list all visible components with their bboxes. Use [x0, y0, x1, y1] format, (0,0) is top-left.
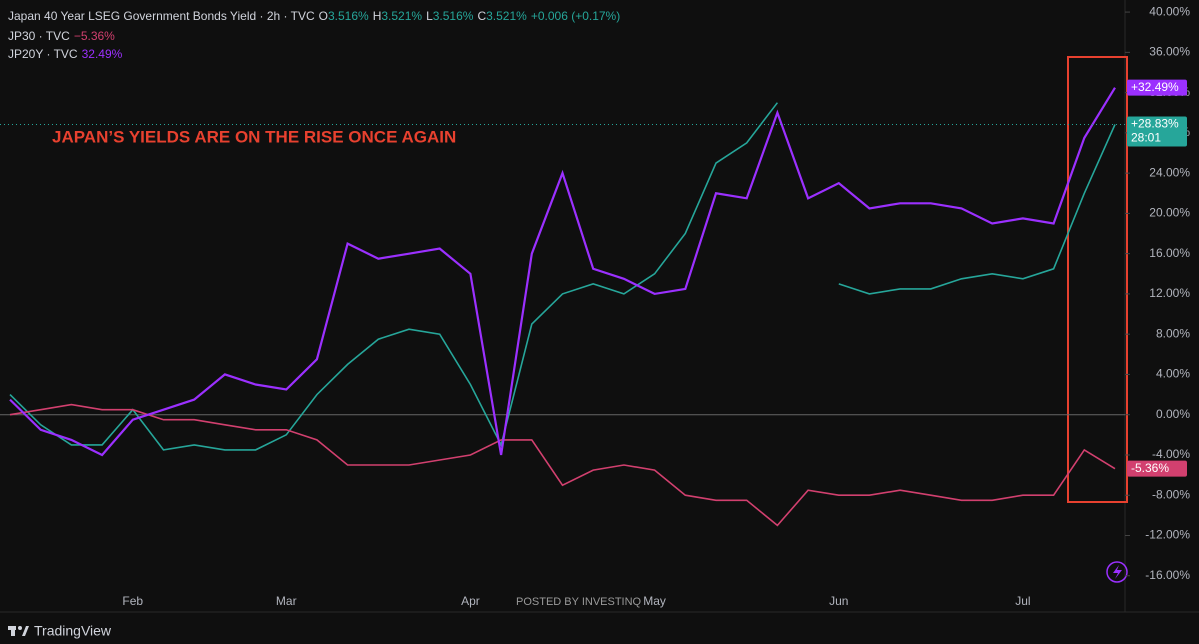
ohlc-label: L [426, 9, 433, 23]
y-tick-label: 0.00% [1156, 407, 1190, 421]
y-tick-label: -16.00% [1145, 568, 1190, 582]
ohlc-label: C [477, 9, 486, 23]
legend-name: JP20Y · TVC [8, 47, 78, 61]
y-tick-label: -12.00% [1145, 528, 1190, 542]
series-line [9, 102, 779, 451]
x-tick-label: Jun [829, 594, 848, 608]
legend: JP20Y · TVC 32.49% [8, 47, 123, 61]
y-tick-label: 24.00% [1149, 165, 1190, 179]
y-tick-label: 8.00% [1156, 326, 1190, 340]
highlight-box [1067, 56, 1128, 503]
legend-value: −5.36% [74, 29, 115, 43]
series-line [9, 403, 1116, 527]
price-tag [1127, 460, 1187, 477]
series-line [9, 87, 1116, 457]
ohlc-value: 3.521% [381, 9, 422, 23]
brand-logo [8, 626, 29, 636]
price-tag [1127, 116, 1187, 147]
y-tick-label: 40.00% [1149, 4, 1190, 18]
watermark: POSTED BY INVESTINQ [516, 596, 642, 608]
plot [0, 87, 1125, 527]
countdown: 28:01 [1131, 131, 1161, 145]
legend-name: Japan 40 Year LSEG Government Bonds Yiel… [8, 9, 315, 23]
x-tick-label: Mar [276, 594, 297, 608]
price-tag-label: -5.36% [1131, 461, 1169, 475]
ohlc-label: O [319, 9, 328, 23]
brand: TradingView [34, 623, 112, 639]
y-tick-label: 16.00% [1149, 246, 1190, 260]
legend-name: JP30 · TVC [8, 29, 70, 43]
legend: Japan 40 Year LSEG Government Bonds Yiel… [8, 9, 620, 23]
change: +0.006 (+0.17%) [531, 9, 620, 23]
ohlc-value: 3.521% [486, 9, 527, 23]
ohlc-value: 3.516% [433, 9, 474, 23]
legend: JP30 · TVC −5.36% [8, 29, 115, 43]
price-tag [1127, 79, 1187, 96]
x-tick-label: Apr [461, 594, 480, 608]
y-tick-label: 4.00% [1156, 367, 1190, 381]
icon[interactable] [1106, 561, 1128, 583]
price-tag-label: +28.83% [1131, 117, 1179, 131]
x-tick-label: Feb [122, 594, 143, 608]
price-tag-label: +32.49% [1131, 80, 1179, 94]
x-tick-label: Jul [1015, 594, 1030, 608]
y-tick-label: -8.00% [1152, 487, 1190, 501]
y-tick-label: 20.00% [1149, 206, 1190, 220]
series-line [838, 124, 1116, 295]
legend-value: 32.49% [82, 47, 123, 61]
annotation: JAPAN’S YIELDS ARE ON THE RISE ONCE AGAI… [52, 127, 456, 146]
x-tick-label: May [643, 594, 666, 608]
y-tick-label: 12.00% [1149, 286, 1190, 300]
icon [1113, 565, 1122, 579]
y-tick-label: -4.00% [1152, 447, 1190, 461]
y-tick-label: 36.00% [1149, 45, 1190, 59]
ohlc-value: 3.516% [328, 9, 369, 23]
ohlc-label: H [373, 9, 382, 23]
